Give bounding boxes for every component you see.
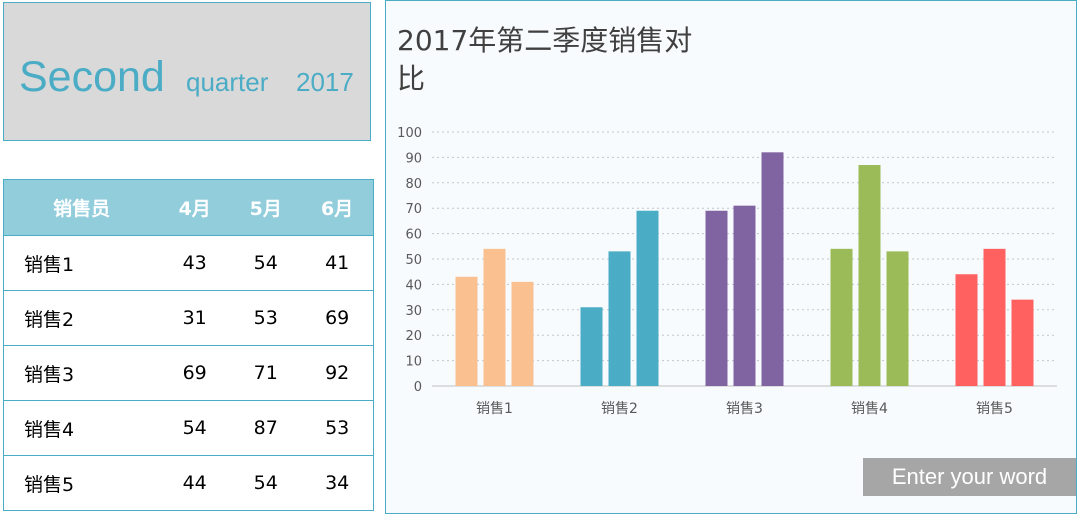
bar	[761, 152, 784, 386]
row-name: 销售5	[3, 455, 160, 511]
enter-your-word-button[interactable]: Enter your word	[863, 458, 1076, 496]
y-tick-label: 20	[405, 329, 422, 344]
cell-may: 54	[230, 455, 302, 511]
cell-may: 53	[230, 290, 302, 346]
cell-april: 44	[159, 455, 231, 511]
header-salesperson: 销售员	[3, 179, 160, 236]
cell-april: 69	[159, 345, 231, 401]
title-second: Second	[19, 53, 165, 101]
row-name: 销售1	[3, 235, 160, 291]
cell-april: 31	[159, 290, 231, 346]
table-row: 销售4 54 87 53	[3, 400, 374, 456]
cell-may: 87	[230, 400, 302, 456]
bar	[511, 281, 534, 386]
title-box: Second quarter 2017	[3, 2, 371, 141]
bar	[455, 276, 478, 386]
cell-may: 71	[230, 345, 302, 401]
bar	[858, 165, 881, 386]
x-tick-label: 销售4	[851, 401, 888, 417]
title-year: 2017	[296, 67, 354, 97]
y-tick-label: 0	[414, 380, 422, 395]
header-june: 6月	[301, 179, 374, 236]
y-tick-label: 70	[405, 202, 422, 217]
row-name: 销售2	[3, 290, 160, 346]
bar	[886, 251, 909, 386]
table-row: 销售5 44 54 34	[3, 455, 374, 511]
row-name: 销售3	[3, 345, 160, 401]
x-tick-label: 销售2	[601, 401, 638, 417]
header-april: 4月	[159, 179, 231, 236]
y-tick-label: 50	[405, 253, 422, 268]
y-tick-label: 80	[405, 177, 422, 192]
header-may: 5月	[230, 179, 302, 236]
cell-june: 53	[301, 400, 374, 456]
cell-april: 54	[159, 400, 231, 456]
y-tick-label: 10	[405, 355, 422, 370]
y-tick-label: 90	[405, 151, 422, 166]
bar	[580, 307, 603, 386]
table-row: 销售2 31 53 69	[3, 290, 374, 346]
y-tick-label: 100	[397, 126, 422, 141]
table-header-row: 销售员 4月 5月 6月	[3, 179, 374, 236]
y-tick-label: 60	[405, 228, 422, 243]
table-row: 销售1 43 54 41	[3, 235, 374, 291]
x-tick-label: 销售1	[476, 401, 513, 417]
bar	[733, 205, 756, 386]
bar	[483, 248, 506, 386]
bar	[983, 248, 1006, 386]
bar	[636, 210, 659, 386]
cell-june: 92	[301, 345, 374, 401]
cell-april: 43	[159, 235, 231, 291]
bar	[830, 248, 853, 386]
bar	[955, 274, 978, 386]
table-row: 销售3 69 71 92	[3, 345, 374, 401]
cell-june: 41	[301, 235, 374, 291]
cell-june: 69	[301, 290, 374, 346]
bar	[705, 210, 728, 386]
bar	[608, 251, 631, 386]
row-name: 销售4	[3, 400, 160, 456]
bar-chart: 0 10 20 30 40 50 60 70 80 90 100 销售1 销售2 销售3 销售4 销售5	[397, 126, 1057, 417]
x-tick-label: 销售3	[726, 401, 763, 417]
sales-table: 销售员 4月 5月 6月 销售1 43 54 41 销售2 31 53 69 销…	[3, 179, 374, 511]
x-tick-label: 销售5	[976, 401, 1013, 417]
cell-june: 34	[301, 455, 374, 511]
title-quarter: quarter	[186, 67, 269, 97]
bar	[1011, 299, 1034, 386]
cell-may: 54	[230, 235, 302, 291]
chart-title: 2017年第二季度销售对比	[397, 24, 693, 95]
y-tick-label: 30	[405, 304, 422, 319]
y-tick-label: 40	[405, 278, 422, 293]
